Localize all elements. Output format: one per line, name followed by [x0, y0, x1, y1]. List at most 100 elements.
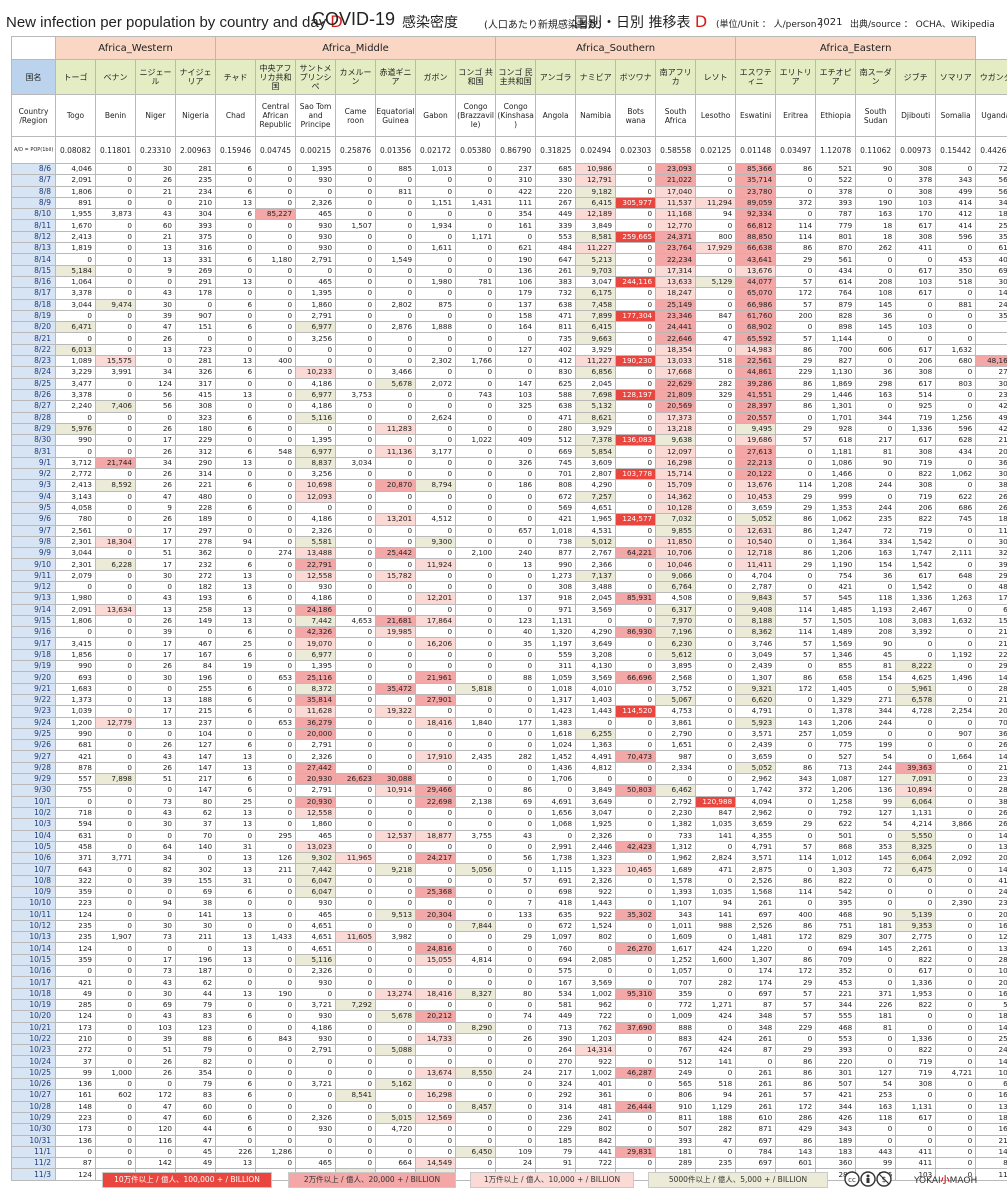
value-cell: 0: [95, 863, 136, 876]
value-cell: 25: [215, 637, 257, 650]
value-cell: 0: [255, 626, 297, 639]
value-cell: 0: [335, 422, 377, 436]
table-row: 10/7 643 0 82 302 13 211 7,442 0 9,218 0 5,056 0 1,11…: [11, 863, 1007, 876]
value-cell: 43: [135, 750, 176, 763]
value-cell: 56: [135, 388, 176, 402]
value-cell: 0: [455, 162, 497, 176]
value-cell: 0: [95, 965, 136, 978]
value-cell: 344: [815, 1100, 857, 1113]
value-cell: 17,314: [655, 264, 697, 277]
value-cell: 0: [255, 434, 297, 447]
value-cell: 47: [135, 1111, 176, 1125]
value-cell: 1,011: [655, 919, 697, 933]
value-cell: 269: [975, 818, 1007, 831]
value-cell: 0: [95, 580, 136, 594]
value-cell: 694: [535, 953, 577, 967]
value-cell: 3,659: [735, 750, 777, 763]
value-cell: 1,263: [935, 592, 977, 605]
value-cell: 285: [55, 998, 96, 1012]
value-cell: 4,058: [55, 501, 96, 515]
date-cell: 9/15: [11, 614, 56, 628]
value-cell: 0: [335, 761, 377, 775]
value-cell: 4,046: [55, 162, 96, 176]
value-cell: 241: [575, 1111, 617, 1125]
value-cell: 0: [295, 501, 337, 515]
value-cell: 0: [295, 1066, 337, 1080]
value-cell: 1,431: [455, 196, 497, 210]
value-cell: 37: [55, 1055, 96, 1068]
value-cell: 483: [975, 580, 1007, 594]
value-cell: 0: [375, 603, 417, 616]
date-cell: 8/22: [11, 343, 56, 357]
value-cell: 635: [535, 908, 577, 921]
value-cell: 6,175: [575, 287, 617, 300]
value-cell: 418: [535, 897, 577, 910]
table-row: 10/10 223 0 94 38 0 0 930 0 0 0 0 7 418 1,443 0 1,107 94 2…: [11, 897, 1007, 910]
value-cell: 54: [855, 1078, 897, 1091]
value-cell: 0: [495, 942, 537, 955]
value-cell: 0: [615, 1157, 657, 1170]
country-name-en: Ethiopia: [815, 94, 857, 137]
value-cell: 203: [975, 908, 1007, 921]
value-cell: 0: [495, 1089, 537, 1102]
value-cell: 930: [295, 976, 337, 989]
value-cell: 1,115: [535, 863, 577, 876]
value-cell: 0: [455, 332, 497, 345]
value-cell: 569: [535, 501, 577, 515]
value-cell: 0: [335, 1100, 377, 1113]
value-cell: 29,466: [415, 784, 457, 797]
value-cell: 181: [975, 1111, 1007, 1125]
value-cell: 1,632: [935, 343, 977, 357]
value-cell: 0: [335, 1044, 377, 1057]
value-cell: 6: [215, 422, 257, 436]
value-cell: 0: [495, 1123, 537, 1136]
value-cell: 0: [95, 468, 136, 481]
value-cell: 24,441: [655, 321, 697, 334]
value-cell: 6,013: [55, 343, 96, 357]
value-cell: 13: [215, 863, 257, 876]
value-cell: 11,605: [335, 931, 377, 944]
value-cell: 0: [415, 490, 457, 503]
value-cell: 1,252: [655, 953, 697, 967]
value-cell: 1,107: [655, 897, 697, 910]
value-cell: 971: [535, 603, 577, 616]
value-cell: 13: [215, 953, 257, 967]
value-cell: 0: [95, 388, 136, 402]
value-cell: 0: [255, 479, 297, 492]
value-cell: 0: [335, 174, 377, 187]
value-cell: 424: [695, 1044, 737, 1057]
value-cell: 264: [535, 1044, 577, 1057]
value-cell: 343: [935, 174, 977, 187]
value-cell: 2,079: [55, 569, 96, 582]
table-row: 9/1 3,712 21,744 34 290 13 0 8,837 3,034 0 0 0 326 74…: [11, 456, 1007, 470]
value-cell: 0: [495, 513, 537, 526]
date-cell: 9/10: [11, 558, 56, 571]
value-cell: 20,212: [415, 1010, 457, 1023]
value-cell: 282: [495, 750, 537, 763]
value-cell: 0: [95, 445, 136, 458]
value-cell: 210: [174, 196, 217, 210]
value-cell: 0: [255, 705, 297, 718]
value-cell: 0: [255, 739, 297, 752]
value-cell: 0: [295, 1145, 337, 1159]
value-cell: 0: [895, 332, 937, 345]
value-cell: 147: [174, 761, 217, 775]
value-cell: 310: [495, 174, 537, 187]
table-row: 9/28 878 0 26 147 13 0 27,442 0 0 0 0 0 1,436 4,812 0 2,…: [11, 761, 1007, 775]
value-cell: 7,442: [295, 863, 337, 876]
value-cell: 719: [895, 456, 937, 470]
value-cell: 1,086: [815, 456, 857, 470]
value-cell: 344: [855, 705, 897, 718]
value-cell: 3,571: [735, 727, 777, 741]
value-cell: 700: [815, 343, 857, 357]
value-cell: 167: [535, 976, 577, 989]
value-cell: 0: [455, 784, 497, 797]
table-row: 8/24 3,229 3,991 34 326 6 0 10,233 0 3,466 0 0 0 830 6…: [11, 366, 1007, 379]
value-cell: 0: [135, 355, 176, 368]
value-cell: 0: [855, 976, 897, 989]
value-cell: 17,929: [695, 242, 737, 255]
value-cell: 286: [775, 1111, 817, 1125]
value-cell: 705: [975, 716, 1007, 729]
value-cell: 0: [455, 965, 497, 978]
value-cell: 0: [335, 784, 377, 797]
